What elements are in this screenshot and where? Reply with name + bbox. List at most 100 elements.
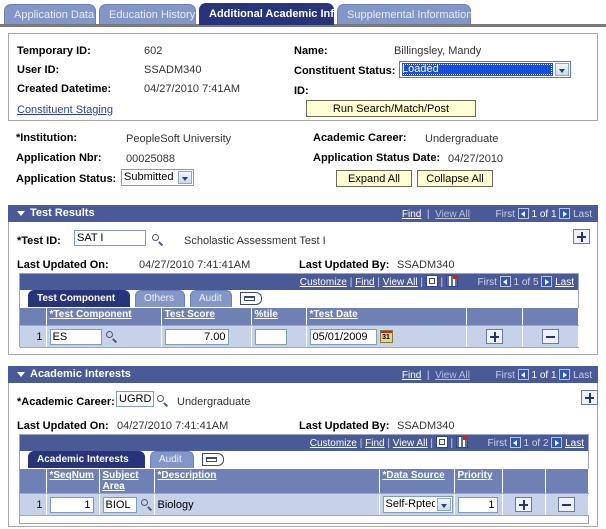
chevron-down-icon[interactable] [436, 498, 451, 511]
customize-link[interactable]: Customize [299, 277, 347, 288]
test-results-find-link[interactable]: Find [401, 209, 422, 220]
next-page-arrow-icon[interactable] [559, 208, 571, 219]
priority-input[interactable] [457, 496, 498, 513]
grid-tab-test-component[interactable]: Test Component [28, 290, 130, 307]
application-status-select[interactable]: Submitted [121, 169, 194, 186]
test-component-input[interactable] [49, 328, 102, 345]
test-results-title: Test Results [30, 207, 95, 219]
academic-interests-title: Academic Interests [30, 368, 131, 380]
test-last-updated-by-value: SSADM340 [397, 259, 455, 271]
academic-interests-page-count: 1 of 2 [523, 438, 549, 449]
next-page-arrow-icon[interactable] [559, 369, 571, 380]
test-results-body: *Test ID: Scholastic Assessment Test I L… [8, 222, 598, 355]
calendar-icon[interactable]: 31 [379, 330, 393, 344]
ai-row-add-button[interactable] [515, 497, 532, 512]
application-nbr-label: Application Nbr: [16, 152, 102, 164]
percentile-input[interactable] [254, 328, 287, 345]
test-component-lookup-icon[interactable] [105, 330, 118, 343]
grid-tab-academic-interests[interactable]: Academic Interests [28, 451, 145, 468]
seqnum-input[interactable] [49, 496, 94, 513]
previous-page-arrow-icon[interactable] [517, 369, 529, 380]
user-id-label: User ID: [17, 64, 60, 76]
data-source-select[interactable]: Self-Rpted [382, 496, 453, 513]
cell-add-row [502, 493, 546, 516]
test-results-first-label[interactable]: First [495, 209, 515, 220]
test-last-updated-by-label: Last Updated By: [299, 259, 390, 271]
zoom-expand-icon[interactable] [435, 436, 448, 448]
cell-test-score [161, 325, 252, 348]
test-id-input[interactable] [74, 230, 146, 246]
download-spreadsheet-icon[interactable] [455, 436, 468, 448]
ai-academic-career-lookup-icon[interactable] [156, 394, 169, 407]
academic-interests-add-row-button[interactable] [581, 390, 599, 405]
col-link-test-date[interactable]: *Test Date [309, 309, 358, 320]
test-id-lookup-icon[interactable] [151, 233, 164, 246]
collapse-all-button[interactable]: Collapse All [417, 170, 493, 187]
constituent-status-select[interactable]: Loaded [399, 61, 571, 78]
grid-view-all-link[interactable]: View All [382, 277, 418, 288]
show-tabs-icon[interactable] [240, 292, 262, 305]
test-component-delete-row-button[interactable] [541, 329, 559, 344]
constituent-staging-link[interactable]: Constituent Staging [17, 104, 114, 116]
test-results-add-row-button[interactable] [573, 229, 591, 244]
grid-first-label[interactable]: First [487, 438, 507, 449]
collapse-caret-icon[interactable] [17, 372, 25, 377]
chevron-down-icon[interactable] [555, 63, 569, 76]
test-score-input[interactable] [164, 328, 229, 345]
grid-tab-audit[interactable]: Audit [150, 451, 194, 468]
test-results-view-all-link[interactable]: View All [435, 209, 470, 220]
grid-last-link[interactable]: Last [565, 438, 584, 449]
created-datetime-label: Created Datetime: [17, 83, 112, 95]
col-link-test-component[interactable]: *Test Component [49, 309, 132, 320]
col-header-test-date: *Test Date [306, 308, 467, 326]
subject-area-input[interactable] [102, 496, 137, 513]
academic-interests-body: *Academic Career: Undergraduate Last Upd… [8, 383, 599, 527]
grid-tab-audit[interactable]: Audit [190, 290, 232, 307]
col-link-seqnum[interactable]: *SeqNum [49, 470, 94, 481]
grid-last-link[interactable]: Last [555, 277, 574, 288]
col-link-priority[interactable]: Priority [457, 470, 493, 481]
academic-interests-last-label[interactable]: Last [573, 370, 592, 381]
test-component-add-row-button[interactable] [485, 329, 503, 344]
academic-interests-first-label[interactable]: First [495, 370, 515, 381]
temporary-id-value: 602 [144, 45, 163, 57]
tab-education-history[interactable]: Education History [99, 4, 196, 24]
tab-supplemental-information[interactable]: Supplemental Information [337, 4, 472, 24]
test-date-input[interactable] [309, 328, 377, 345]
collapse-caret-icon[interactable] [17, 211, 25, 216]
previous-page-arrow-icon[interactable] [517, 208, 529, 219]
grid-first-label[interactable]: First [477, 277, 497, 288]
grid-tab-others[interactable]: Others [135, 290, 185, 307]
show-tabs-icon[interactable] [202, 453, 224, 466]
test-results-last-label[interactable]: Last [573, 209, 592, 220]
col-link-description[interactable]: *Description [157, 470, 217, 481]
grid-find-link[interactable]: Find [355, 277, 375, 288]
institution-panel: *Institution: PeopleSoft University Appl… [8, 128, 598, 196]
col-link-test-score[interactable]: Test Score [164, 309, 215, 320]
grid-previous-arrow-icon[interactable] [499, 276, 511, 287]
subject-area-lookup-icon[interactable] [140, 498, 153, 511]
col-link-percentile[interactable]: %tile [254, 309, 278, 320]
grid-next-arrow-icon[interactable] [541, 276, 553, 287]
tab-additional-academic-info[interactable]: Additional Academic Info [199, 3, 341, 25]
academic-career-value: Undergraduate [425, 133, 499, 145]
chevron-down-icon[interactable] [178, 171, 192, 184]
grid-view-all-link[interactable]: View All [392, 438, 428, 449]
download-spreadsheet-icon[interactable] [445, 275, 458, 287]
customize-link[interactable]: Customize [309, 438, 357, 449]
col-link-subject-area[interactable]: Subject Area [102, 470, 139, 492]
col-link-data-source[interactable]: *Data Source [382, 470, 445, 481]
run-search-match-post-button[interactable]: Run Search/Match/Post [306, 100, 476, 117]
grid-next-arrow-icon[interactable] [551, 437, 563, 448]
ai-academic-career-input[interactable] [116, 391, 154, 407]
tab-application-data[interactable]: Application Data [4, 4, 96, 24]
ai-row-delete-button[interactable] [558, 497, 575, 512]
zoom-expand-icon[interactable] [425, 275, 438, 287]
academic-interests-table: *SeqNum Subject Area *Description *Data … [20, 469, 589, 516]
expand-all-button[interactable]: Expand All [336, 170, 412, 187]
academic-interests-view-all-link[interactable]: View All [435, 370, 470, 381]
grid-previous-arrow-icon[interactable] [509, 437, 521, 448]
academic-interests-find-link[interactable]: Find [401, 370, 422, 381]
grid-find-link[interactable]: Find [365, 438, 385, 449]
cell-delete-row [545, 493, 589, 516]
